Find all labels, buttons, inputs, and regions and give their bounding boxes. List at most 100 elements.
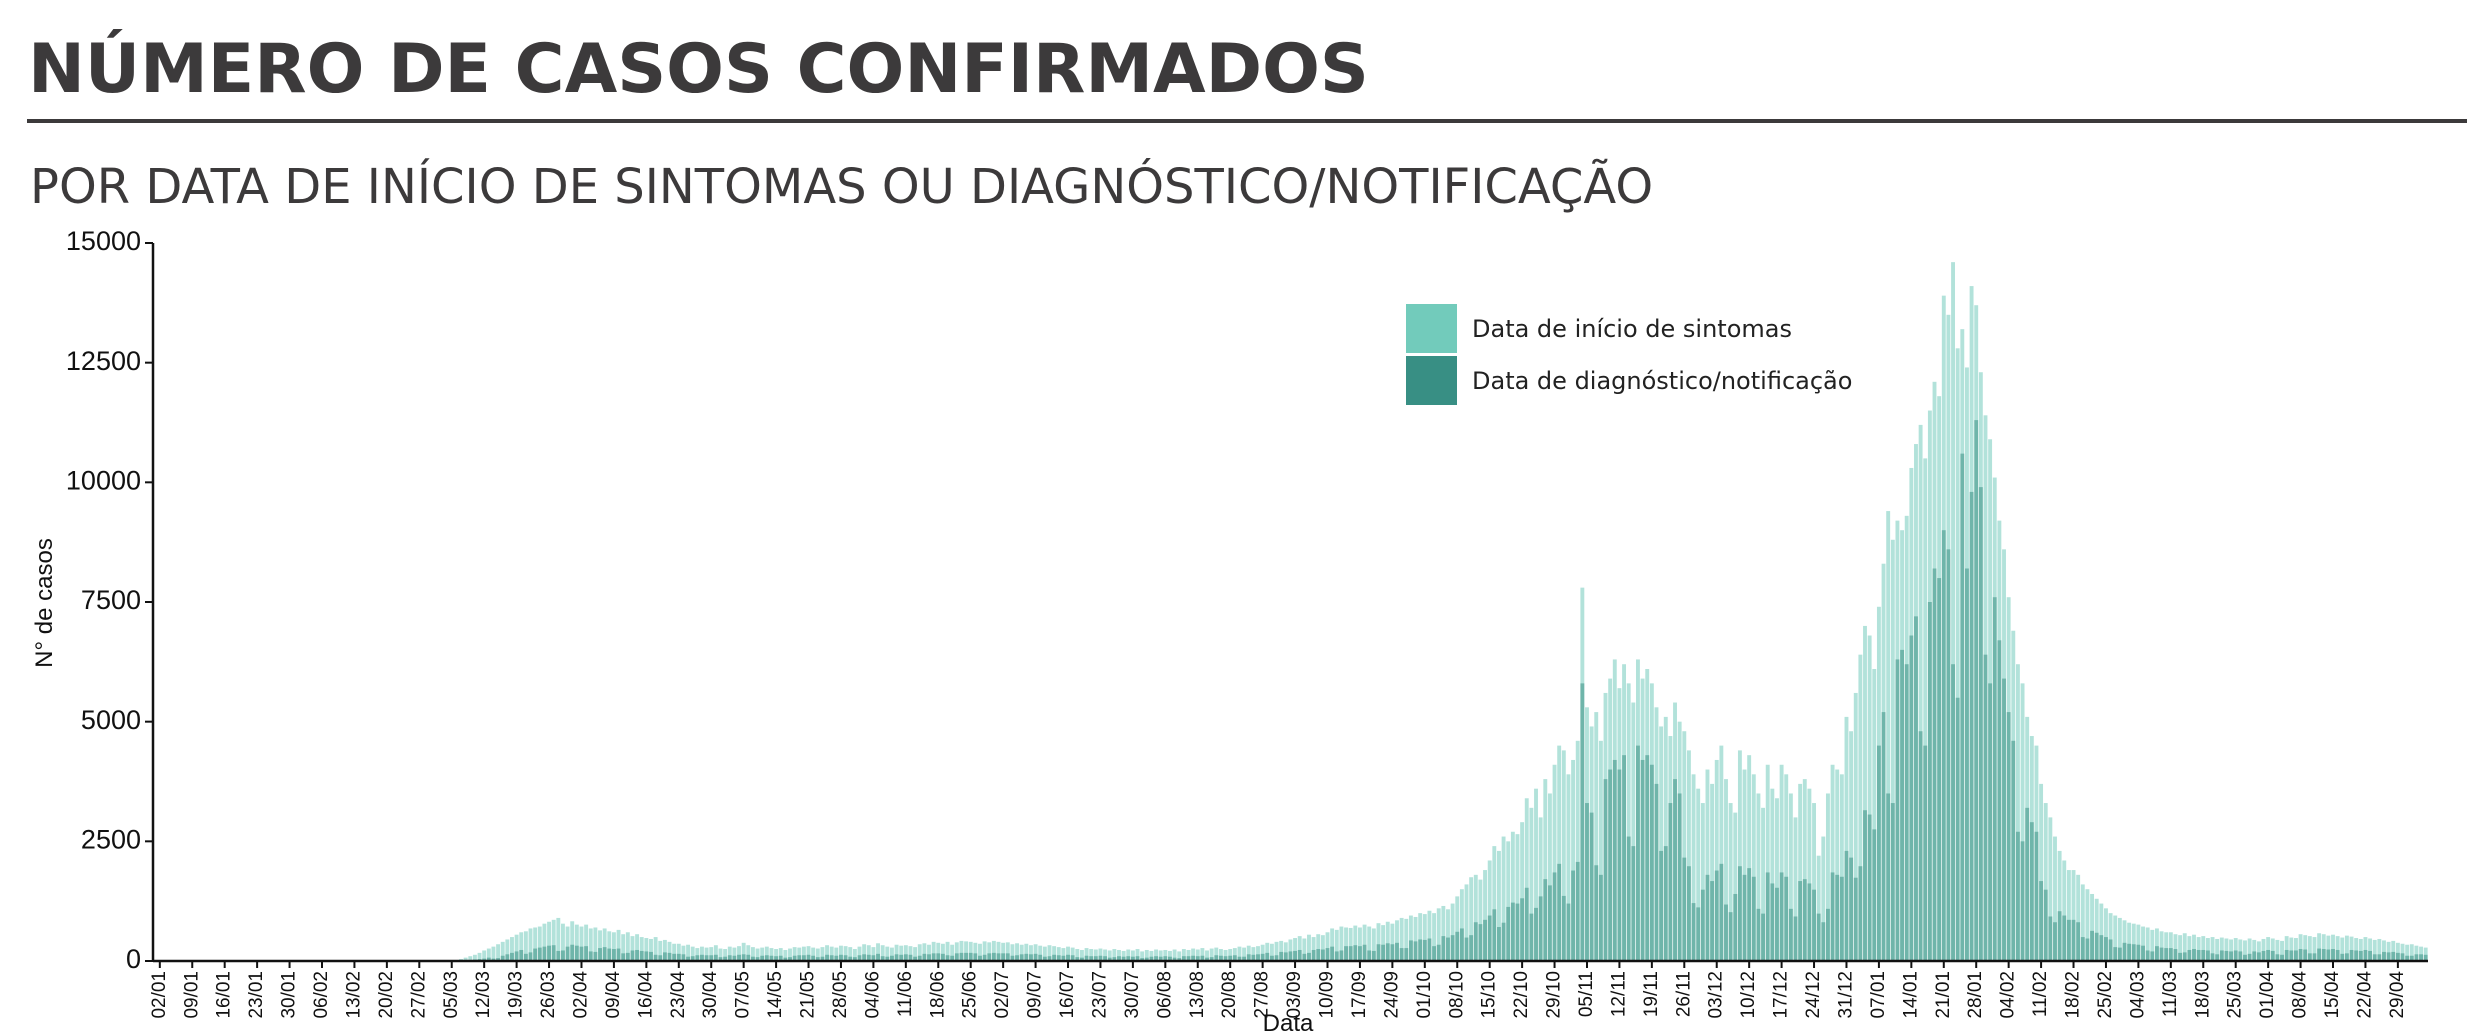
bar [1154, 949, 1159, 961]
bar [2113, 947, 2118, 961]
bar [1418, 939, 1423, 961]
bar [889, 955, 894, 961]
bar [1320, 949, 1325, 961]
bar [876, 943, 880, 961]
bar [2229, 939, 2234, 961]
bar [2039, 881, 2044, 961]
x-tick-label: 07/01 [1868, 971, 1889, 1019]
bar [1186, 956, 1191, 961]
bar [1585, 803, 1589, 961]
bar [815, 957, 820, 961]
bar [2349, 936, 2354, 961]
bar [760, 955, 765, 961]
bar [630, 950, 635, 961]
bar [1640, 759, 1645, 961]
bar [2354, 950, 2359, 961]
legend-swatch [1406, 356, 1457, 405]
bar [2020, 683, 2025, 961]
bar [1904, 664, 1909, 961]
bar [1464, 884, 1469, 961]
bar [1357, 946, 1362, 961]
bar [862, 954, 867, 961]
bar [2224, 950, 2229, 961]
bar [2409, 944, 2414, 961]
bar [1381, 944, 1386, 961]
bar [1307, 952, 1311, 961]
bar [2423, 947, 2428, 961]
bar [1181, 949, 1186, 961]
bar [1724, 904, 1728, 961]
bar [2145, 950, 2150, 961]
bar [510, 937, 514, 961]
bar [857, 946, 862, 961]
bar [2066, 870, 2071, 961]
bar [737, 946, 741, 961]
bar [1186, 949, 1191, 961]
bar [1714, 759, 1719, 961]
bar [556, 950, 561, 961]
bar [927, 944, 931, 961]
bar [1427, 910, 1432, 961]
bar [1696, 788, 1701, 961]
bar [1242, 956, 1247, 961]
bar [602, 947, 607, 961]
bar [1691, 774, 1696, 961]
bar [2205, 938, 2210, 961]
bar [1682, 857, 1687, 961]
bar [950, 944, 955, 961]
bar [811, 955, 816, 961]
bar [1001, 942, 1006, 961]
bar [2358, 950, 2363, 961]
bar [1455, 896, 1460, 961]
bar [1473, 922, 1478, 961]
bar [1079, 949, 1084, 961]
bar [700, 946, 704, 961]
bar [2085, 938, 2090, 961]
bar [658, 955, 663, 961]
bar [1812, 889, 1816, 961]
bar [644, 951, 649, 961]
bar [987, 942, 992, 961]
bar [880, 956, 885, 961]
bar [598, 930, 602, 961]
bar [945, 941, 950, 961]
bar [1552, 764, 1557, 961]
bar [917, 944, 922, 961]
bar [593, 951, 598, 961]
bar [1775, 798, 1779, 961]
chart-subtitle: POR DATA DE INÍCIO DE SINTOMAS OU DIAGNÓ… [30, 158, 1653, 215]
bar [537, 947, 542, 961]
bar [1432, 946, 1437, 961]
bar [1367, 926, 1372, 961]
bar [1510, 902, 1515, 961]
bar [1705, 874, 1710, 961]
bar [1390, 944, 1395, 961]
bar [820, 956, 825, 961]
bar [1010, 955, 1015, 961]
bar [797, 955, 802, 961]
bar [959, 940, 964, 961]
y-tick-label: 2500 [81, 824, 141, 854]
bar [2150, 951, 2155, 961]
x-tick-label: 15/10 [1479, 971, 1500, 1019]
bar [1571, 759, 1576, 961]
bar [2270, 950, 2275, 961]
bar [1311, 937, 1316, 961]
bar [737, 954, 741, 961]
bar [2293, 950, 2298, 961]
bar [1807, 883, 1812, 961]
bar [1594, 712, 1599, 961]
bar [1631, 702, 1636, 961]
bar [1654, 783, 1659, 961]
bar [811, 947, 816, 961]
x-tick-label: 19/03 [506, 971, 527, 1019]
bar [1918, 424, 1923, 962]
bar [1765, 872, 1770, 961]
bar [1686, 750, 1691, 961]
bar [1858, 654, 1863, 961]
axes: 0 2500 5000 7500 10000 12500 15000 02/01 09/01 16… [66, 226, 2428, 1019]
bar [1191, 955, 1196, 961]
bar [973, 953, 978, 961]
bar [2113, 915, 2118, 961]
bar [565, 926, 570, 961]
